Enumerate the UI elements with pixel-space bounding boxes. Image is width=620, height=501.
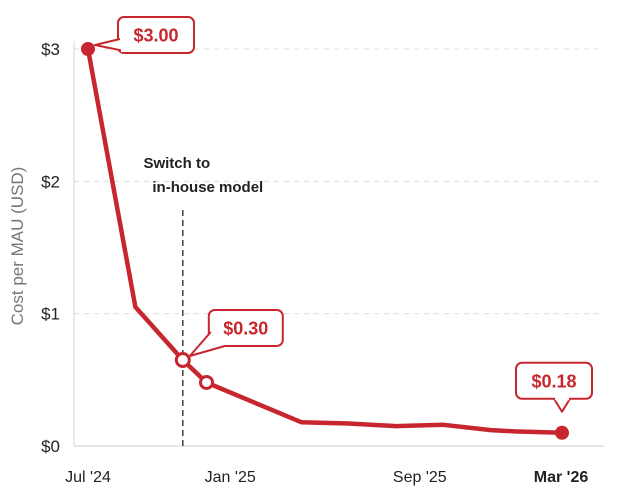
data-point	[81, 42, 95, 56]
axes: Cost per MAU (USD) $0 $1 $2 $3 Jul '24 Jan '2…	[8, 40, 588, 486]
y-axis-label: Cost per MAU (USD)	[8, 167, 27, 326]
y-tick-label: $3	[41, 40, 60, 59]
y-tick-label: $0	[41, 437, 60, 456]
callout-pointer	[553, 398, 571, 413]
annotation: Switch to in-house model	[143, 155, 263, 446]
series	[81, 42, 569, 440]
callout-label: $3.00	[133, 26, 178, 46]
callout-pointer-fill	[211, 332, 224, 345]
data-point-hollow	[199, 374, 214, 390]
callout-pointer-fill	[121, 40, 133, 52]
data-point-hollow	[174, 351, 191, 368]
x-tick-label: Jan '25	[205, 469, 256, 486]
series-line	[85, 46, 565, 436]
annotation-text-line-1: Switch to	[143, 155, 210, 172]
x-tick-label: Sep '25	[393, 469, 447, 486]
callout-bubble	[117, 16, 195, 54]
data-point	[555, 425, 569, 440]
x-tick-label: Jul '24	[65, 469, 111, 486]
callout-bubble	[207, 308, 284, 347]
callout-label: $0.30	[223, 318, 268, 338]
y-tick-label: $2	[41, 172, 60, 191]
y-tick-label: $1	[41, 305, 60, 324]
x-tick-label: Mar '26	[534, 469, 589, 486]
grid-lines	[74, 48, 604, 447]
callout-label: $0.18	[531, 371, 576, 391]
callout-pointer-fill	[555, 397, 569, 401]
callouts: $3.00 $0.30 $0.18	[94, 16, 593, 413]
annotation-text-line-2: in-house model	[152, 179, 263, 196]
